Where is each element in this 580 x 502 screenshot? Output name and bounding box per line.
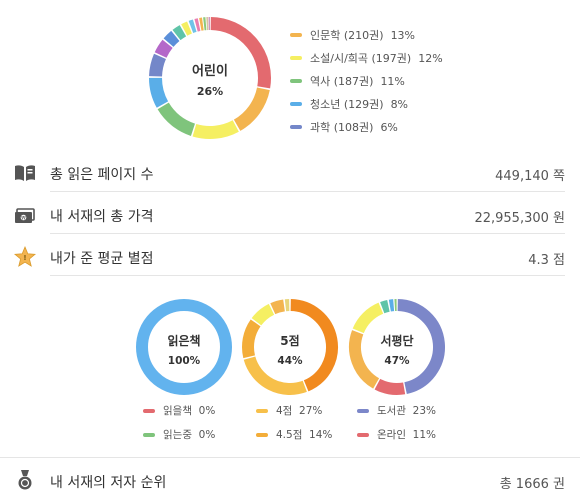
genre-legend-item: 인문학 (210권) 13% xyxy=(290,27,415,43)
donut-segment xyxy=(194,126,235,132)
donut-center-label: 서평단 xyxy=(348,332,446,349)
genre-legend-item: 과학 (108권) 6% xyxy=(290,119,398,135)
reading-status-center: 읽은책 100% xyxy=(135,332,233,367)
stat-value: 총 1666 권 xyxy=(500,473,565,492)
money-icon: ₩ xyxy=(13,203,37,227)
stat-label: 내 서재의 총 가격 xyxy=(50,206,154,226)
genre-center-value: 26% xyxy=(148,85,272,98)
star-icon: ! xyxy=(13,245,37,269)
legend-pct: 23% xyxy=(413,405,436,417)
legend-pct: 11% xyxy=(380,75,404,88)
donut-segment xyxy=(161,44,168,55)
legend-swatch xyxy=(357,433,369,437)
legend-swatch xyxy=(290,33,302,37)
legend-label: 역사 (187권) xyxy=(310,73,373,89)
legend-swatch xyxy=(290,79,302,83)
legend-label: 온라인 xyxy=(377,427,406,442)
donut-segment xyxy=(177,31,183,35)
stat-average-rating[interactable]: ! 내가 준 평균 별점 4.3 점 xyxy=(0,236,580,278)
medal-icon xyxy=(13,468,37,492)
donut-legend-item: 읽을책 0% xyxy=(143,403,215,418)
donut-segment xyxy=(163,106,193,130)
legend-label: 4.5점 xyxy=(276,427,302,442)
legend-swatch xyxy=(290,102,302,106)
legend-pct: 27% xyxy=(299,405,322,417)
donut-segment xyxy=(191,26,195,27)
stat-value: 449,140 쪽 xyxy=(495,165,565,184)
legend-swatch xyxy=(143,433,155,437)
donut-center-label: 5점 xyxy=(241,332,339,349)
donut-center-label: 읽은책 xyxy=(135,332,233,349)
legend-pct: 11% xyxy=(413,429,436,441)
legend-pct: 14% xyxy=(309,429,332,441)
donut-legend-item: 읽는중 0% xyxy=(143,427,215,442)
genre-legend-item: 청소년 (129권) 8% xyxy=(290,96,408,112)
genre-legend-item: 소설/시/희곡 (197권) 12% xyxy=(290,50,443,66)
donut-segment xyxy=(169,36,176,43)
donut-segment xyxy=(377,384,404,389)
divider xyxy=(50,233,565,234)
legend-pct: 8% xyxy=(391,98,408,111)
legend-pct: 0% xyxy=(199,405,216,417)
legend-swatch xyxy=(256,433,268,437)
legend-swatch xyxy=(290,56,302,60)
legend-pct: 0% xyxy=(199,429,216,441)
stat-label: 내 서재의 저자 순위 xyxy=(50,472,166,492)
source-center: 서평단 47% xyxy=(348,332,446,367)
donut-segment xyxy=(382,306,388,308)
open-book-icon xyxy=(13,161,37,185)
rating-center: 5점 44% xyxy=(241,332,339,367)
donut-legend-item: 도서관 23% xyxy=(357,403,436,418)
donut-segment xyxy=(196,25,199,26)
divider xyxy=(50,275,565,276)
svg-text:!: ! xyxy=(23,254,26,262)
stat-author-rank[interactable]: 내 서재의 저자 순위 총 1666 권 xyxy=(0,460,580,502)
genre-legend-item: 역사 (187권) 11% xyxy=(290,73,405,89)
legend-swatch xyxy=(357,409,369,413)
stat-label: 총 읽은 페이지 수 xyxy=(50,164,154,184)
donut-segment xyxy=(184,28,189,30)
svg-text:₩: ₩ xyxy=(21,215,26,221)
donut-segment xyxy=(273,305,284,308)
legend-pct: 13% xyxy=(391,29,415,42)
donut-center-value: 47% xyxy=(348,355,446,367)
legend-label: 소설/시/희곡 (197권) xyxy=(310,50,411,66)
stat-label: 내가 준 평균 별점 xyxy=(50,248,154,268)
donut-segment xyxy=(358,308,381,331)
legend-label: 읽는중 xyxy=(163,427,192,442)
genre-center-label: 어린이 xyxy=(148,60,272,79)
divider xyxy=(0,457,580,458)
legend-pct: 6% xyxy=(380,121,397,134)
stat-total-price[interactable]: ₩ 내 서재의 총 가격 22,955,300 원 xyxy=(0,194,580,236)
legend-label: 청소년 (129권) xyxy=(310,96,384,112)
donut-segment xyxy=(256,309,271,321)
donut-legend-item: 4.5점 14% xyxy=(256,427,332,442)
donut-legend-item: 온라인 11% xyxy=(357,427,436,442)
divider xyxy=(50,191,565,192)
donut-legend-item: 4점 27% xyxy=(256,403,322,418)
donut-center-value: 100% xyxy=(135,355,233,367)
legend-pct: 12% xyxy=(418,52,442,65)
donut-center-value: 44% xyxy=(241,355,339,367)
stat-value: 4.3 점 xyxy=(528,249,565,268)
stat-total-pages[interactable]: 총 읽은 페이지 수 449,140 쪽 xyxy=(0,152,580,194)
legend-label: 4점 xyxy=(276,403,292,418)
legend-label: 과학 (108권) xyxy=(310,119,373,135)
legend-label: 도서관 xyxy=(377,403,406,418)
legend-label: 읽을책 xyxy=(163,403,192,418)
stat-value: 22,955,300 원 xyxy=(474,207,565,226)
genre-center: 어린이 26% xyxy=(148,60,272,98)
legend-swatch xyxy=(256,409,268,413)
legend-swatch xyxy=(143,409,155,413)
legend-swatch xyxy=(290,125,302,129)
legend-label: 인문학 (210권) xyxy=(310,27,384,43)
